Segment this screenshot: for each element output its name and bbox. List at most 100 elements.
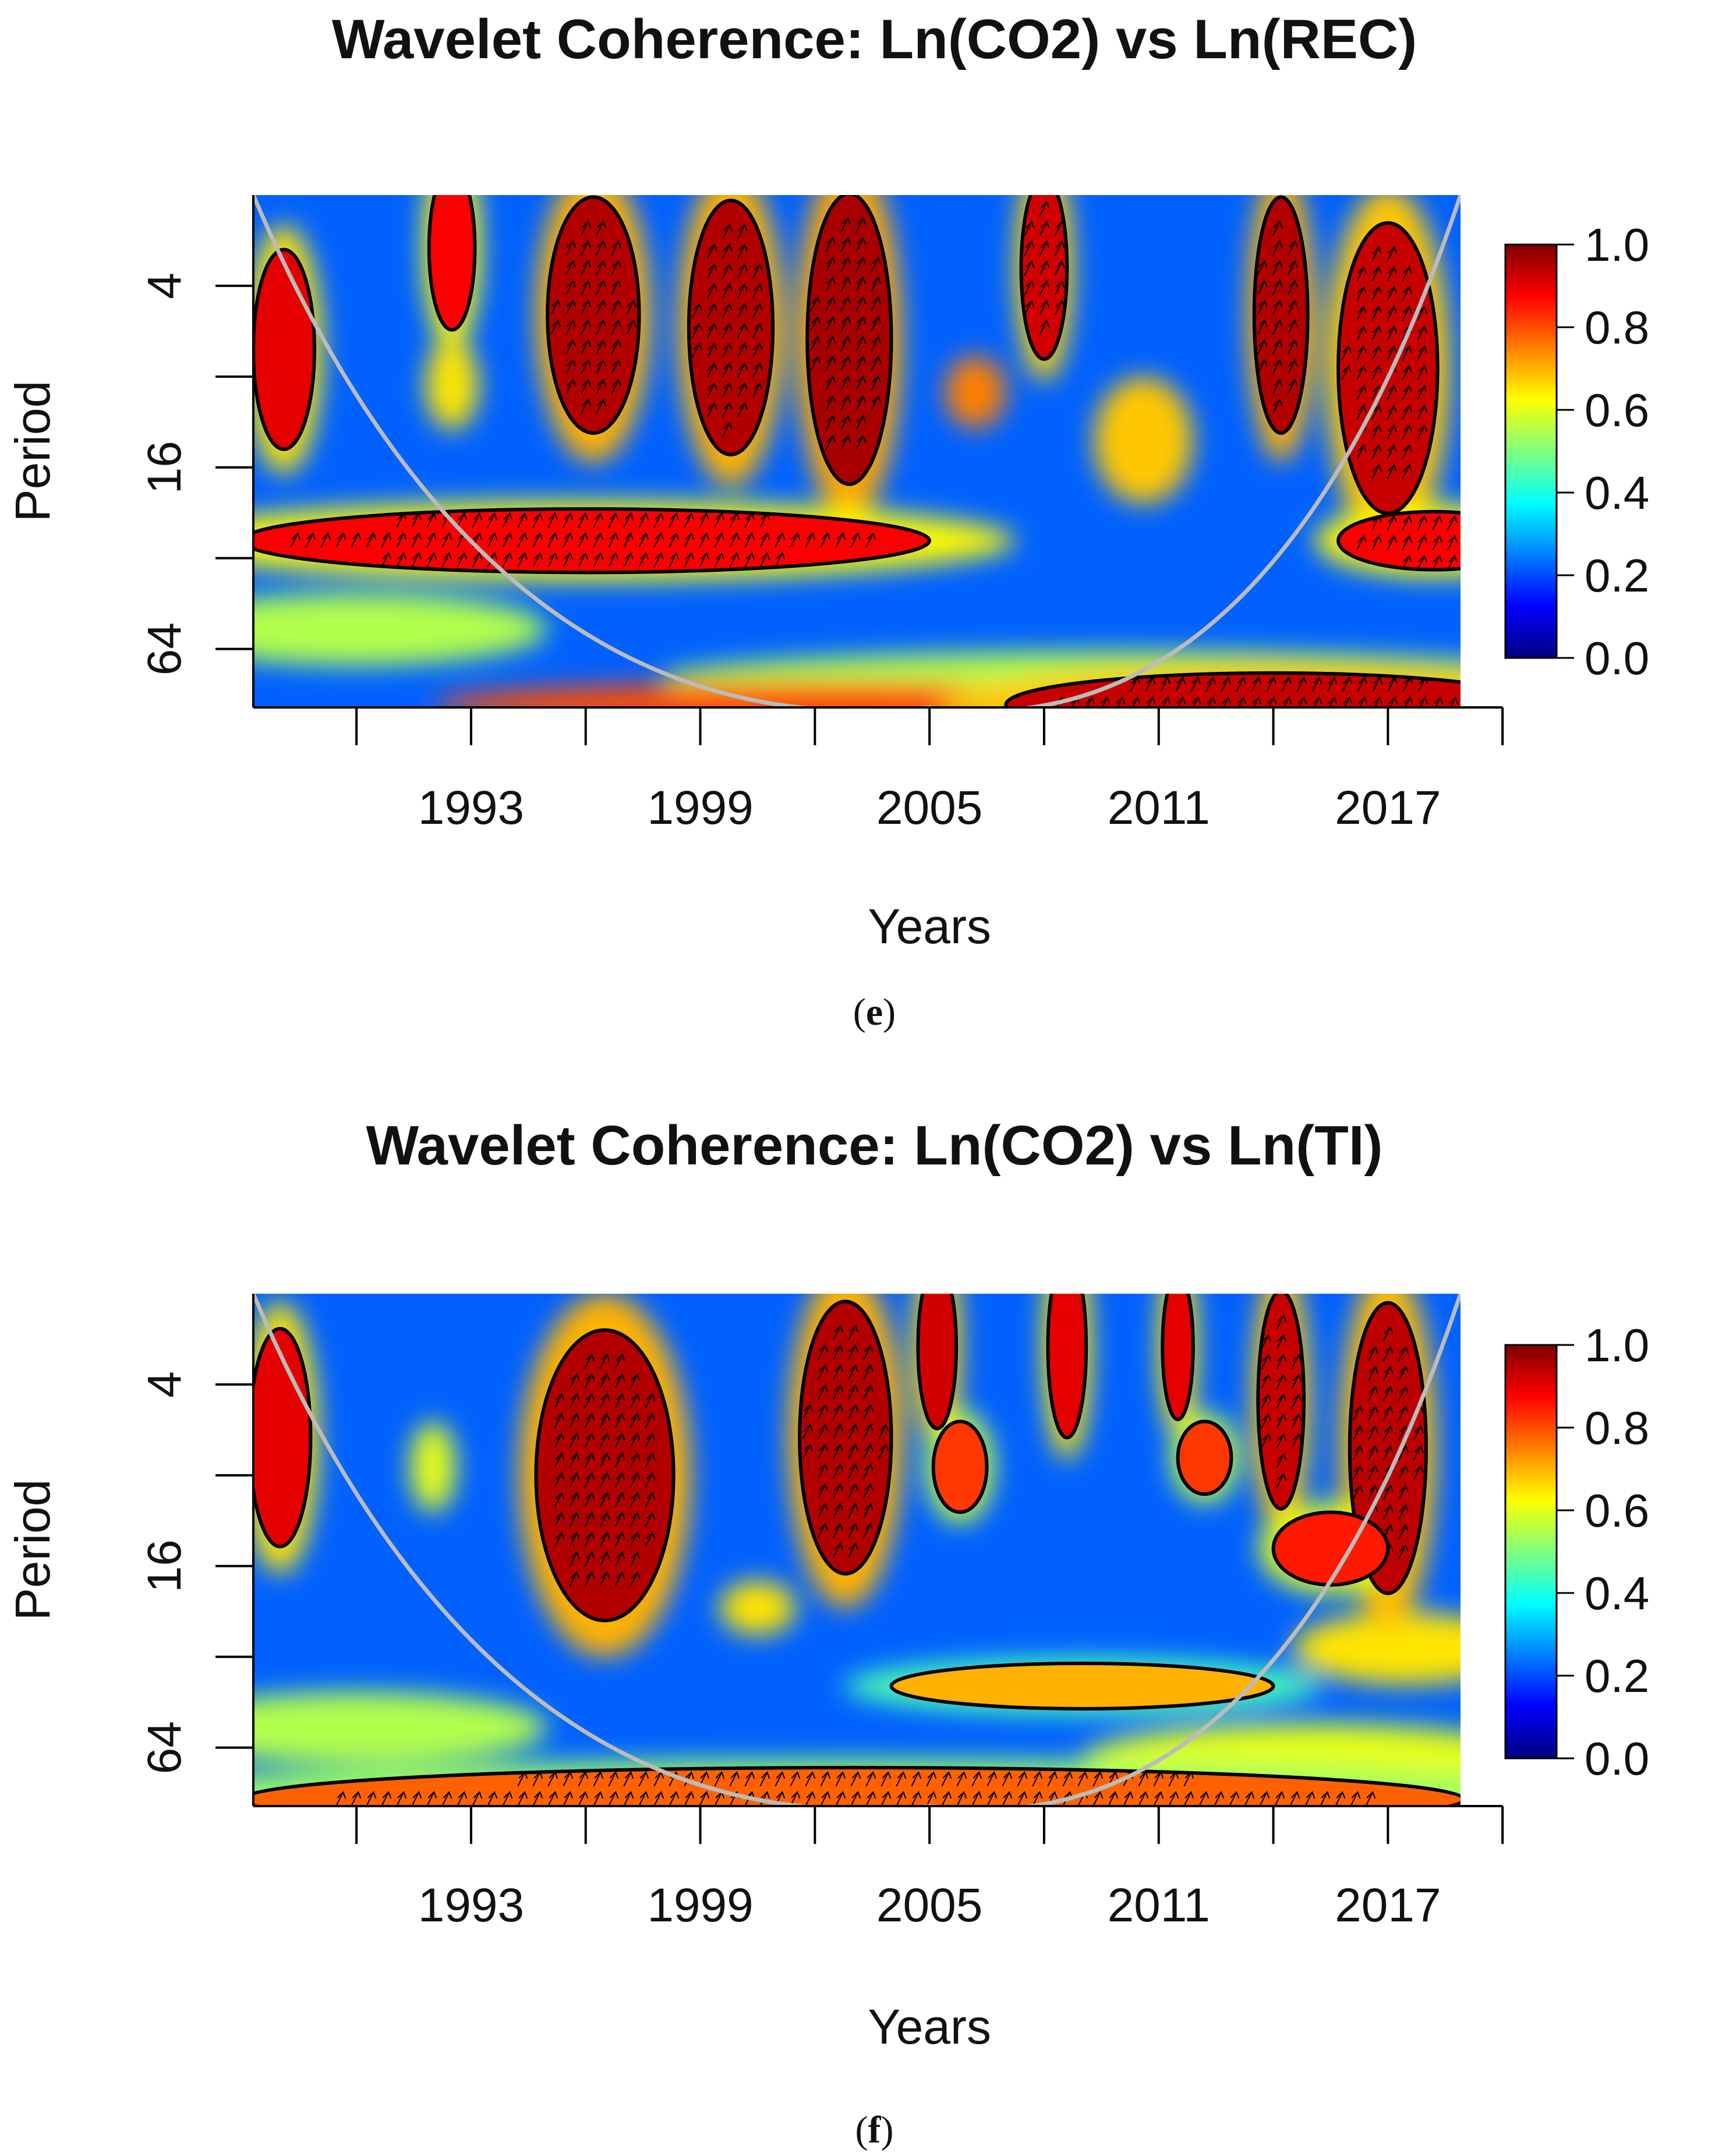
phase-arrow bbox=[411, 552, 422, 568]
phase-arrow bbox=[1352, 1445, 1363, 1461]
phase-arrow bbox=[1417, 365, 1428, 381]
phase-arrow bbox=[381, 1791, 392, 1806]
phase-arrow bbox=[563, 1812, 572, 1826]
phase-arrow bbox=[855, 415, 867, 431]
phase-arrow bbox=[1282, 717, 1291, 731]
phase-arrow bbox=[1221, 717, 1230, 731]
phase-arrow bbox=[759, 1771, 770, 1787]
phase-arrow bbox=[1387, 534, 1398, 551]
panel-paren-open: ( bbox=[853, 991, 866, 1033]
phase-arrow bbox=[881, 1771, 892, 1787]
phase-arrow bbox=[638, 532, 649, 548]
phase-arrow bbox=[381, 532, 392, 548]
phase-arrow bbox=[669, 1812, 678, 1826]
phase-arrow bbox=[554, 1472, 565, 1488]
phase-arrow bbox=[1054, 240, 1065, 256]
phase-arrow bbox=[714, 552, 725, 568]
phase-arrow bbox=[1169, 1812, 1178, 1826]
phase-arrow bbox=[848, 1325, 859, 1340]
phase-arrow bbox=[548, 1812, 557, 1826]
coherence-patch bbox=[409, 1421, 456, 1513]
phase-arrow bbox=[759, 552, 770, 568]
phase-arrow bbox=[1054, 300, 1065, 316]
phase-arrow bbox=[630, 1452, 641, 1468]
phase-arrow bbox=[1168, 1791, 1179, 1806]
phase-arrow bbox=[1432, 534, 1443, 551]
phase-arrow bbox=[1291, 1373, 1302, 1389]
phase-arrow bbox=[1447, 534, 1458, 551]
phase-arrow bbox=[554, 1452, 565, 1468]
phase-arrow bbox=[1447, 515, 1458, 531]
phase-arrow bbox=[825, 296, 836, 312]
phase-arrow bbox=[805, 1771, 816, 1787]
phase-arrow bbox=[1183, 1771, 1194, 1787]
phase-arrow bbox=[1371, 325, 1382, 341]
phase-arrow bbox=[1176, 717, 1185, 731]
phase-arrow bbox=[1276, 1373, 1287, 1389]
phase-arrow bbox=[426, 532, 437, 548]
phase-arrow bbox=[547, 1771, 558, 1787]
phase-arrow bbox=[1356, 286, 1367, 302]
phase-arrow bbox=[722, 402, 733, 417]
colorbar-tick-label: 0.6 bbox=[1585, 1485, 1649, 1537]
phase-arrow bbox=[790, 1771, 801, 1787]
phase-arrow bbox=[941, 1771, 952, 1787]
phase-arrow bbox=[825, 395, 836, 411]
y-tick-label: 16 bbox=[138, 441, 191, 494]
phase-arrow bbox=[802, 1424, 814, 1439]
phase-arrow bbox=[848, 1503, 859, 1518]
phase-arrow bbox=[790, 532, 801, 548]
phase-arrow bbox=[1387, 405, 1398, 420]
phase-arrow bbox=[1387, 385, 1398, 401]
phase-arrow bbox=[871, 276, 882, 292]
phase-arrow bbox=[1267, 717, 1276, 731]
phase-arrow bbox=[1367, 1484, 1378, 1500]
phase-arrow bbox=[653, 512, 664, 528]
phase-arrow bbox=[863, 1463, 874, 1479]
phase-arrow bbox=[752, 323, 763, 338]
phase-arrow bbox=[569, 1571, 580, 1587]
phase-arrow bbox=[611, 319, 622, 335]
phase-arrow bbox=[1328, 696, 1338, 707]
phase-arrow bbox=[825, 236, 836, 253]
phase-arrow bbox=[1402, 306, 1413, 321]
phase-arrow bbox=[942, 1812, 951, 1826]
phase-arrow bbox=[1085, 696, 1095, 707]
phase-arrow bbox=[1417, 345, 1428, 361]
phase-arrow bbox=[1276, 1472, 1287, 1488]
phase-arrow bbox=[1402, 515, 1413, 531]
phase-arrow bbox=[833, 1503, 844, 1518]
phase-arrow bbox=[578, 1771, 589, 1787]
phase-arrow bbox=[1372, 677, 1383, 692]
phase-arrow bbox=[596, 220, 607, 236]
phase-arrow bbox=[457, 552, 468, 568]
phase-arrow bbox=[1116, 696, 1126, 707]
colorbar-tick-label: 1.0 bbox=[1585, 1319, 1649, 1371]
significant-region bbox=[253, 247, 316, 451]
phase-arrow bbox=[840, 296, 851, 312]
phase-arrow bbox=[1222, 696, 1232, 707]
phase-arrow bbox=[840, 276, 851, 292]
phase-arrow bbox=[1287, 260, 1298, 275]
phase-arrow bbox=[1387, 515, 1398, 531]
phase-arrow bbox=[818, 1463, 829, 1479]
phase-arrow bbox=[1371, 266, 1382, 282]
phase-arrow bbox=[593, 1791, 604, 1806]
phase-arrow bbox=[581, 279, 592, 295]
phase-arrow bbox=[584, 1551, 595, 1567]
phase-arrow bbox=[848, 1483, 859, 1499]
panel-letter: e bbox=[866, 991, 883, 1033]
phase-arrow bbox=[987, 1812, 996, 1826]
phase-arrow bbox=[941, 1791, 952, 1806]
phase-arrow bbox=[752, 382, 763, 398]
phase-arrow bbox=[722, 422, 733, 437]
phase-arrow bbox=[1039, 300, 1050, 316]
phase-arrow bbox=[1387, 306, 1398, 321]
phase-arrow bbox=[752, 303, 763, 318]
phase-arrow bbox=[1047, 1771, 1058, 1787]
phase-arrow bbox=[584, 1511, 595, 1527]
phase-arrow bbox=[411, 512, 422, 528]
phase-arrow bbox=[581, 398, 592, 414]
phase-arrow bbox=[532, 1791, 543, 1806]
phase-arrow bbox=[1130, 677, 1141, 692]
